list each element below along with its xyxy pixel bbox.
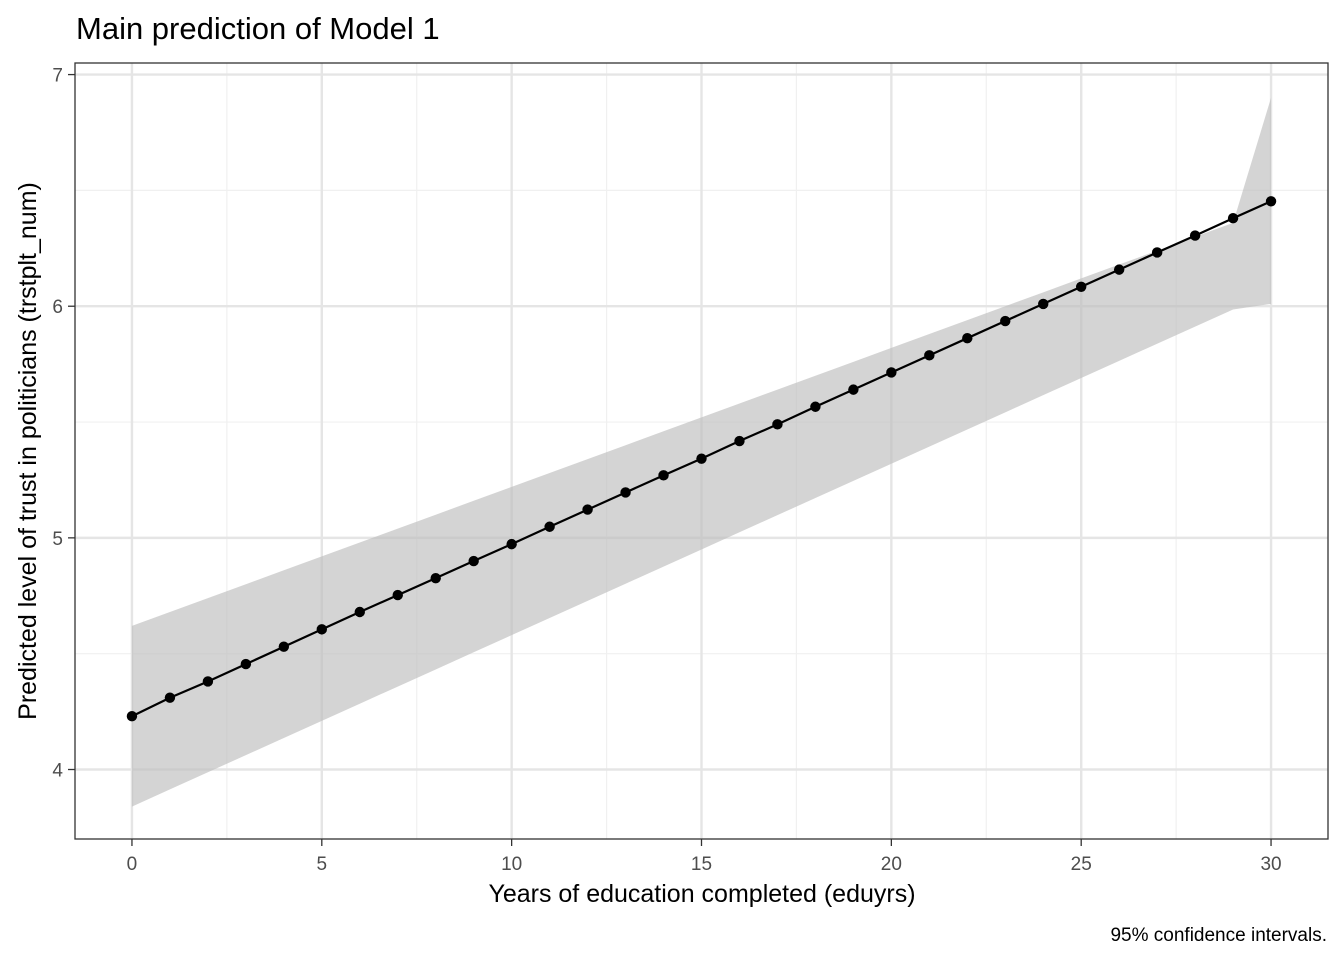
data-point — [620, 487, 631, 498]
y-axis: 4 5 6 7 — [52, 66, 75, 782]
data-point — [468, 555, 479, 567]
chart-title: Main prediction of Model 1 — [76, 11, 440, 46]
data-point — [1189, 230, 1201, 241]
data-point — [544, 521, 555, 532]
data-point — [164, 692, 176, 703]
data-point — [126, 711, 138, 722]
data-point — [506, 538, 517, 550]
data-point — [240, 658, 252, 670]
x-axis: 0 5 10 15 20 25 30 — [127, 839, 1282, 875]
data-point — [582, 504, 593, 515]
y-tick-label: 4 — [52, 761, 63, 782]
data-point — [1265, 196, 1277, 207]
data-point — [1038, 298, 1049, 310]
data-point — [1075, 281, 1087, 292]
data-point — [886, 367, 897, 378]
x-axis-title: Years of education completed (eduyrs) — [488, 880, 915, 908]
data-point — [1227, 213, 1239, 224]
data-point — [810, 401, 821, 412]
data-point — [924, 350, 935, 361]
chart-caption: 95% confidence intervals. — [1110, 925, 1327, 946]
data-point — [1113, 264, 1125, 275]
data-point — [658, 470, 669, 481]
data-point — [696, 453, 707, 464]
x-tick-label: 15 — [691, 854, 712, 875]
data-point — [962, 332, 973, 344]
data-point — [392, 589, 403, 601]
data-point — [734, 435, 745, 447]
data-point — [354, 606, 365, 618]
y-axis-title: Predicted level of trust in politicians … — [14, 182, 42, 720]
y-tick-label: 5 — [52, 529, 63, 550]
x-tick-label: 0 — [127, 854, 138, 875]
data-point — [430, 572, 441, 584]
data-point — [278, 641, 290, 652]
x-tick-label: 10 — [501, 854, 522, 875]
x-tick-label: 5 — [317, 854, 328, 875]
data-point — [1000, 315, 1011, 327]
y-tick-label: 7 — [52, 66, 63, 87]
plot-panel — [74, 62, 1329, 840]
x-tick-label: 25 — [1071, 854, 1092, 875]
data-point — [848, 384, 859, 395]
data-point — [1151, 247, 1163, 258]
data-point — [772, 419, 783, 430]
data-point — [202, 676, 214, 687]
confidence-ribbon — [131, 97, 1272, 807]
x-tick-label: 20 — [881, 854, 902, 875]
y-tick-label: 6 — [52, 297, 63, 318]
data-point — [316, 624, 328, 635]
x-tick-label: 30 — [1260, 854, 1281, 875]
